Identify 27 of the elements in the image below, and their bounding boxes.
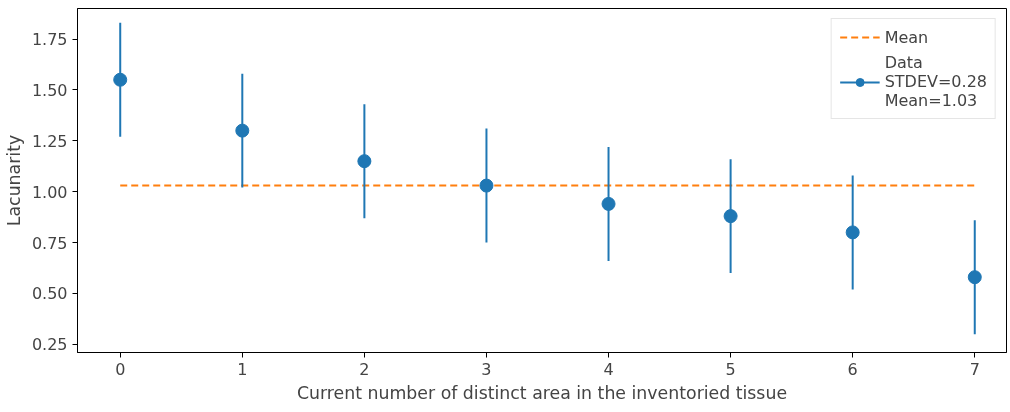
x-tick-label: 3 (481, 359, 492, 379)
y-tick-label: 1.25 (31, 131, 68, 151)
point (479, 178, 494, 193)
x-tick-label: 6 (847, 359, 858, 379)
legend-label: Mean (884, 27, 929, 47)
x-tick-label: 1 (237, 359, 248, 379)
y-tick-label: 1.75 (31, 30, 68, 50)
point (723, 209, 738, 224)
y-tick-label: 0.50 (31, 284, 68, 304)
y-tick-label: 0.25 (31, 335, 68, 355)
x-tick-label: 2 (359, 359, 370, 379)
point (235, 123, 250, 138)
x-tick-label: 4 (603, 359, 614, 379)
point (601, 196, 616, 211)
y-tick-label: 1.50 (31, 80, 68, 100)
x-tick-label: 7 (969, 359, 980, 379)
x-tick-label: 5 (725, 359, 736, 379)
y-tick-label: 1.00 (31, 182, 68, 202)
x-tick-label: 0 (115, 359, 126, 379)
point (357, 154, 372, 169)
point (845, 225, 860, 240)
point (967, 270, 982, 285)
y-tick-label: 0.75 (31, 233, 68, 253)
y-axis-title: Lacunarity (3, 134, 24, 227)
point (113, 72, 128, 87)
x-axis-title: Current number of distinct area in the inventoried tissue (296, 382, 788, 403)
legend-label: Data STDEV=0.28 Mean=1.03 (884, 53, 987, 110)
